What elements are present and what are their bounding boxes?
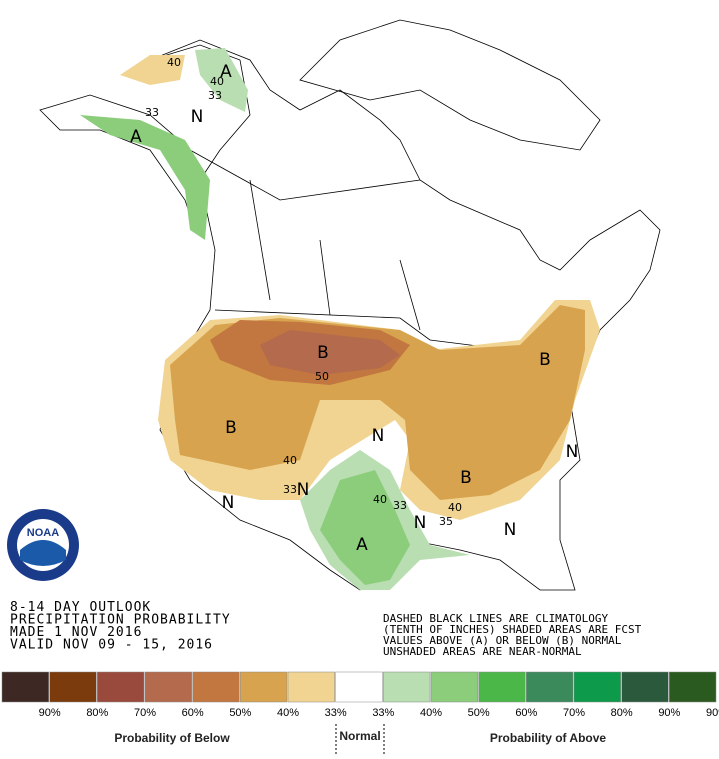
legend-label: 50% xyxy=(229,707,251,719)
arctic-islands xyxy=(299,19,601,151)
legend-label: 70% xyxy=(134,707,156,719)
legend-swatch xyxy=(478,671,526,703)
map-label: B xyxy=(225,418,237,438)
map-label: N xyxy=(372,426,385,446)
legend-swatch xyxy=(335,671,383,703)
noaa-logo: NOAA xyxy=(7,509,79,581)
map-label: 40 xyxy=(210,75,224,88)
map-label: N xyxy=(297,480,310,500)
logo-text: NOAA xyxy=(27,527,59,539)
note-line: UNSHADED AREAS ARE NEAR-NORMAL xyxy=(383,645,582,658)
legend-label: 60% xyxy=(515,707,537,719)
legend-swatch xyxy=(192,671,240,703)
legend-swatch xyxy=(97,671,145,703)
legend-label: 80% xyxy=(611,707,633,719)
map-label: N xyxy=(566,442,579,462)
legend-swatch xyxy=(240,671,288,703)
legend-above-caption: Probability of Above xyxy=(490,731,607,745)
mid-green-texas xyxy=(320,470,410,585)
legend-swatch xyxy=(573,671,621,703)
legend-label: 40% xyxy=(277,707,299,719)
map-label: N xyxy=(191,107,204,127)
map-label: 35 xyxy=(439,515,453,528)
legend-swatch xyxy=(430,671,478,703)
legend: 90% 80% 70% 60% 50% 40% 33% 33% 40% 50% 60% 70% 80% 9… xyxy=(1,671,719,756)
map-label: B xyxy=(317,343,329,363)
legend-label: 33% xyxy=(372,707,394,719)
legend-label: 33% xyxy=(325,707,347,719)
header-line: MADE 1 NOV 2016 xyxy=(10,625,142,640)
note-line: VALUES ABOVE (A) OR BELOW (B) NORMAL xyxy=(383,634,622,647)
legend-label: 80% xyxy=(86,707,108,719)
map-label: A xyxy=(356,535,368,555)
legend-swatch xyxy=(287,671,335,703)
header-line: VALID NOV 09 - 15, 2016 xyxy=(10,638,213,653)
map-label: 33 xyxy=(393,499,407,512)
legend-swatch xyxy=(669,671,717,703)
map-label: A xyxy=(220,62,232,82)
legend-below-caption: Probability of Below xyxy=(114,731,230,745)
map-label: B xyxy=(460,468,472,488)
map-label: 40 xyxy=(448,501,462,514)
note-line: (TENTH OF INCHES) SHADED AREAS ARE FCST xyxy=(383,623,642,636)
map-label: B xyxy=(539,350,551,370)
alaska-green-north xyxy=(195,48,248,112)
legend-swatch xyxy=(49,671,97,703)
map-label: A xyxy=(130,127,142,147)
legend-swatch xyxy=(1,671,49,703)
brown-region xyxy=(260,330,400,375)
forecast-shading xyxy=(80,48,600,590)
legend-label: 40% xyxy=(420,707,442,719)
map-label: 33 xyxy=(208,89,222,102)
map-label: 33 xyxy=(145,106,159,119)
legend-normal-caption: Normal xyxy=(339,729,380,743)
header-line: 8-14 DAY OUTLOOK xyxy=(10,600,151,615)
map-label: 33 xyxy=(283,483,297,496)
logo-wave xyxy=(20,540,66,566)
map-label: 50 xyxy=(315,370,329,383)
legend-label: 70% xyxy=(563,707,585,719)
map-label: N xyxy=(222,493,235,513)
map-label: 40 xyxy=(373,493,387,506)
header-line: PRECIPITATION PROBABILITY xyxy=(10,613,231,628)
map-label: N xyxy=(414,513,427,533)
borders xyxy=(189,149,561,351)
note-line: DASHED BLACK LINES ARE CLIMATOLOGY xyxy=(383,612,609,625)
legend-label: 60% xyxy=(182,707,204,719)
map-label: 40 xyxy=(283,454,297,467)
legend-swatch xyxy=(526,671,574,703)
legend-label: 50% xyxy=(468,707,490,719)
map-label: N xyxy=(504,520,517,540)
legend-swatch xyxy=(621,671,669,703)
legend-swatch xyxy=(144,671,192,703)
legend-label: 90% xyxy=(39,707,61,719)
legend-swatch xyxy=(383,671,431,703)
notes: DASHED BLACK LINES ARE CLIMATOLOGY(TENTH… xyxy=(383,612,642,658)
alaska-tan xyxy=(120,55,185,85)
legend-label: 90% xyxy=(706,707,719,719)
alaska-green xyxy=(80,115,210,240)
map-label: 40 xyxy=(167,56,181,69)
legend-label: 90% xyxy=(658,707,680,719)
